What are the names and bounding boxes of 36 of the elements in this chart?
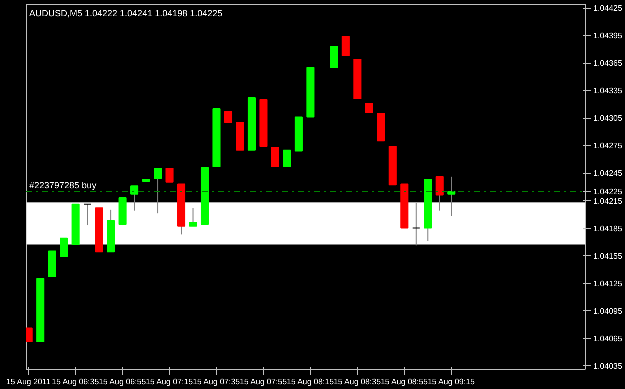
y-tick-label: 1.04065 — [594, 334, 623, 344]
x-tick-label: 15 Aug 06:55 — [99, 378, 147, 386]
x-tick-label: 15 Aug 06:35 — [52, 378, 100, 386]
x-tick-label: 15 Aug 07:55 — [240, 378, 288, 386]
candlestick — [283, 150, 292, 168]
x-tick-label: 15 Aug 09:15 — [428, 378, 476, 386]
candlestick — [60, 238, 68, 258]
candlestick — [166, 168, 174, 183]
y-tick-label: 1.04155 — [594, 252, 623, 261]
x-tick-label: 15 Aug 08:55 — [380, 378, 429, 386]
x-tick-label: 15 Aug 08:35 — [334, 378, 382, 386]
x-tick-label: 15 Aug 07:15 — [146, 378, 194, 386]
y-tick-label: 1.04335 — [594, 86, 623, 96]
y-tick-label: 1.04395 — [594, 32, 623, 41]
y-tick-label: 1.04275 — [594, 142, 623, 151]
y-tick-label: 1.04225 — [594, 188, 623, 197]
y-tick-label: 1.04365 — [594, 59, 623, 68]
candlestick — [342, 36, 350, 56]
y-tick-label: 1.04305 — [594, 114, 623, 124]
candlestick — [330, 46, 338, 68]
x-tick-label: 15 Aug 2011 — [6, 378, 52, 386]
candlestick — [271, 147, 280, 168]
ref-line-label: #223797285 buy — [30, 180, 98, 191]
y-tick-label: 1.04125 — [594, 279, 623, 288]
y-tick-label: 1.04425 — [594, 4, 623, 14]
y-tick-label: 1.04185 — [594, 224, 623, 234]
y-tick-label: 1.04035 — [594, 362, 623, 371]
candlestick — [365, 103, 374, 114]
candlestick — [189, 208, 198, 227]
x-tick-label: 15 Aug 07:35 — [192, 378, 241, 386]
chart-title: AUDUSD,M5 1.04222 1.04241 1.04198 1.04225 — [30, 8, 223, 18]
y-tick-label: 1.04215 — [594, 196, 623, 206]
y-tick-label: 1.04245 — [594, 169, 623, 178]
y-tick-label: 1.04095 — [594, 306, 623, 316]
candlestick — [224, 111, 233, 124]
x-tick-label: 15 Aug 08:15 — [286, 378, 335, 386]
